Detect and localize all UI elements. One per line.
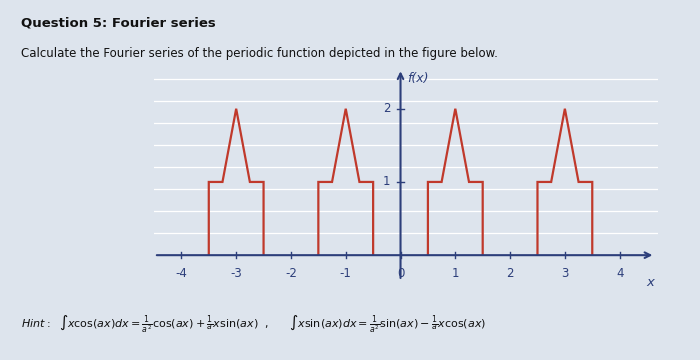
Text: -2: -2 <box>285 267 297 280</box>
Text: 0: 0 <box>397 267 404 280</box>
Text: -4: -4 <box>176 267 188 280</box>
Text: 1: 1 <box>383 175 391 188</box>
Text: Question 5: Fourier series: Question 5: Fourier series <box>21 16 216 29</box>
Text: f(x): f(x) <box>407 72 428 85</box>
Text: x: x <box>646 276 654 289</box>
Text: Calculate the Fourier series of the periodic function depicted in the figure bel: Calculate the Fourier series of the peri… <box>21 47 498 60</box>
Text: $\it{Hint:}$  $\int x\cos(ax)dx = \frac{1}{a^2}\cos(ax) + \frac{1}{a}x\sin(ax)$ : $\it{Hint:}$ $\int x\cos(ax)dx = \frac{1… <box>21 313 486 335</box>
Text: -1: -1 <box>340 267 351 280</box>
Text: 4: 4 <box>616 267 624 280</box>
Text: -3: -3 <box>230 267 242 280</box>
Text: 2: 2 <box>506 267 514 280</box>
Text: 2: 2 <box>383 102 391 115</box>
Text: 3: 3 <box>561 267 568 280</box>
Text: 1: 1 <box>452 267 459 280</box>
